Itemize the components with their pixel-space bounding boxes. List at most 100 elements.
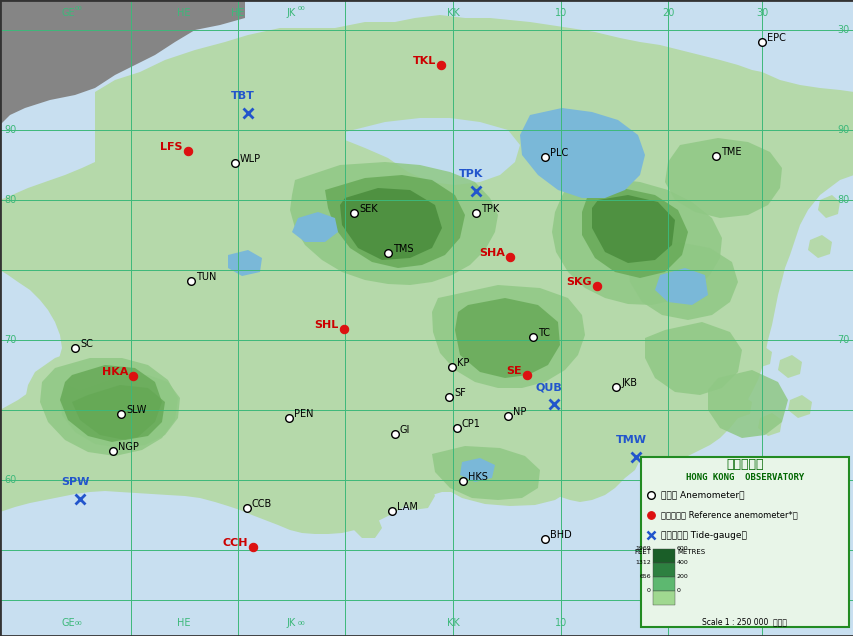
Text: HE: HE bbox=[177, 8, 190, 18]
Text: TPK: TPK bbox=[480, 204, 499, 214]
Text: EPC: EPC bbox=[766, 33, 785, 43]
Polygon shape bbox=[787, 395, 811, 418]
Polygon shape bbox=[432, 285, 584, 388]
Text: 10: 10 bbox=[554, 618, 566, 628]
Text: 00: 00 bbox=[75, 621, 83, 626]
Text: SHA: SHA bbox=[479, 248, 504, 258]
Bar bbox=[653, 591, 674, 605]
Text: LFS: LFS bbox=[160, 142, 183, 152]
Text: SE: SE bbox=[506, 366, 521, 376]
Text: SPW: SPW bbox=[61, 477, 89, 487]
Polygon shape bbox=[325, 175, 464, 268]
Text: 00: 00 bbox=[298, 621, 305, 626]
Text: 潮汐測量站 Tide-gauge．: 潮汐測量站 Tide-gauge． bbox=[660, 530, 746, 539]
Text: KK: KK bbox=[446, 8, 459, 18]
Polygon shape bbox=[654, 268, 707, 305]
Text: SF: SF bbox=[454, 388, 465, 398]
Polygon shape bbox=[0, 15, 853, 534]
Polygon shape bbox=[717, 325, 741, 348]
Polygon shape bbox=[25, 346, 200, 460]
Polygon shape bbox=[72, 385, 165, 440]
Text: 0: 0 bbox=[676, 588, 680, 593]
Text: 60: 60 bbox=[4, 475, 16, 485]
Text: HONG KONG  OBSERVATORY: HONG KONG OBSERVATORY bbox=[685, 473, 804, 481]
Polygon shape bbox=[354, 516, 381, 538]
Polygon shape bbox=[757, 413, 781, 436]
Text: SC: SC bbox=[80, 339, 93, 349]
Text: BHD: BHD bbox=[549, 530, 571, 540]
Text: 90: 90 bbox=[837, 125, 849, 135]
Polygon shape bbox=[581, 188, 688, 278]
Text: 20: 20 bbox=[661, 618, 673, 628]
Text: PLC: PLC bbox=[549, 148, 567, 158]
Polygon shape bbox=[664, 138, 781, 218]
Polygon shape bbox=[339, 188, 442, 260]
Bar bbox=[653, 549, 674, 563]
Text: 70: 70 bbox=[837, 335, 849, 345]
Text: 測風站 Anemometer．: 測風站 Anemometer． bbox=[660, 490, 744, 499]
Text: 600: 600 bbox=[676, 546, 688, 551]
Polygon shape bbox=[345, 118, 519, 185]
Text: TMS: TMS bbox=[392, 244, 413, 254]
Polygon shape bbox=[432, 446, 539, 500]
Bar bbox=[653, 563, 674, 577]
Text: TME: TME bbox=[720, 147, 740, 157]
Text: LAM: LAM bbox=[397, 502, 417, 512]
Text: NGP: NGP bbox=[118, 442, 139, 452]
Text: GE: GE bbox=[61, 618, 75, 628]
Text: 0: 0 bbox=[647, 588, 650, 593]
Text: CP1: CP1 bbox=[461, 419, 480, 429]
Text: FEET: FEET bbox=[633, 549, 650, 555]
Text: SKG: SKG bbox=[566, 277, 591, 287]
Polygon shape bbox=[591, 195, 674, 263]
Polygon shape bbox=[697, 415, 721, 438]
Text: 70: 70 bbox=[4, 335, 16, 345]
Polygon shape bbox=[777, 355, 801, 378]
Text: NP: NP bbox=[513, 407, 525, 417]
Text: 00: 00 bbox=[298, 6, 305, 11]
Text: TC: TC bbox=[537, 328, 549, 338]
Polygon shape bbox=[519, 108, 644, 198]
Text: 400: 400 bbox=[676, 560, 688, 565]
Text: 香港天文台: 香港天文台 bbox=[725, 459, 763, 471]
Text: 80: 80 bbox=[837, 195, 849, 205]
Text: WLP: WLP bbox=[240, 154, 261, 164]
Text: 10: 10 bbox=[554, 8, 566, 18]
Text: KP: KP bbox=[456, 358, 469, 368]
Polygon shape bbox=[60, 375, 180, 448]
Text: HKA: HKA bbox=[102, 367, 128, 377]
Text: TMW: TMW bbox=[615, 435, 646, 445]
Text: JKB: JKB bbox=[620, 378, 636, 388]
Text: METRES: METRES bbox=[676, 549, 705, 555]
Polygon shape bbox=[551, 178, 721, 305]
Text: 1969: 1969 bbox=[635, 546, 650, 551]
Polygon shape bbox=[707, 370, 787, 438]
Text: GI: GI bbox=[399, 425, 410, 435]
Text: JK: JK bbox=[286, 618, 295, 628]
Text: GE: GE bbox=[61, 8, 75, 18]
Polygon shape bbox=[697, 295, 721, 318]
Polygon shape bbox=[426, 440, 569, 506]
Text: TPK: TPK bbox=[458, 169, 483, 179]
Polygon shape bbox=[627, 242, 737, 320]
Text: SHL: SHL bbox=[315, 320, 339, 330]
Text: JK: JK bbox=[286, 8, 295, 18]
Polygon shape bbox=[455, 298, 560, 378]
Text: TKL: TKL bbox=[412, 56, 436, 66]
Polygon shape bbox=[60, 365, 162, 442]
Text: CCH: CCH bbox=[223, 538, 247, 548]
Text: HE: HE bbox=[177, 618, 190, 628]
Polygon shape bbox=[644, 322, 741, 395]
Text: 30: 30 bbox=[837, 25, 849, 35]
Text: 20: 20 bbox=[661, 8, 673, 18]
Text: KK: KK bbox=[446, 618, 459, 628]
Text: 80: 80 bbox=[4, 195, 16, 205]
Polygon shape bbox=[40, 358, 177, 456]
Text: WGL: WGL bbox=[667, 562, 695, 572]
Polygon shape bbox=[292, 212, 338, 242]
Text: 30: 30 bbox=[755, 8, 767, 18]
Polygon shape bbox=[625, 187, 649, 210]
Text: TBT: TBT bbox=[231, 91, 255, 101]
Polygon shape bbox=[637, 422, 665, 446]
Text: WGL: WGL bbox=[662, 526, 690, 536]
